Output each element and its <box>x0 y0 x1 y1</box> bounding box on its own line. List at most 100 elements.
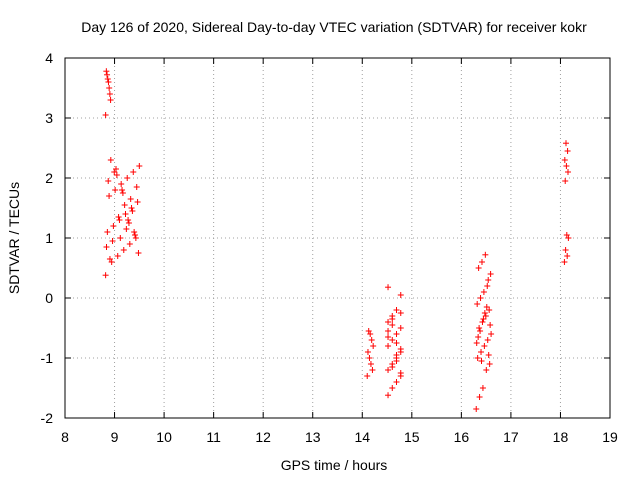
data-point <box>119 190 126 196</box>
data-point <box>397 292 404 298</box>
data-point <box>385 328 392 334</box>
data-point <box>564 169 571 175</box>
axis-ticks <box>64 57 611 419</box>
x-tick-label: 10 <box>156 429 172 445</box>
data-point <box>474 355 481 361</box>
data-point <box>125 220 132 226</box>
data-point <box>477 328 484 334</box>
data-point <box>115 214 122 220</box>
x-tick-label: 19 <box>602 429 618 445</box>
data-point <box>117 235 124 241</box>
x-tick-label: 15 <box>404 429 420 445</box>
data-point <box>385 367 392 373</box>
data-point <box>107 157 114 163</box>
data-point <box>102 112 109 118</box>
data-point <box>105 178 112 184</box>
y-tick-label: -1 <box>41 350 54 366</box>
data-point <box>370 343 377 349</box>
data-point <box>393 379 400 385</box>
data-point <box>103 244 110 250</box>
x-tick-label: 9 <box>111 429 119 445</box>
data-point <box>481 310 488 316</box>
data-point <box>479 385 486 391</box>
data-point <box>103 68 110 75</box>
data-point <box>385 334 392 340</box>
data-point <box>473 406 480 412</box>
data-point <box>113 172 120 178</box>
data-point <box>385 284 392 291</box>
data-point <box>112 166 119 172</box>
data-point <box>132 235 139 241</box>
x-tick-label: 16 <box>454 429 470 445</box>
data-point <box>389 337 396 343</box>
data-point <box>476 394 483 400</box>
data-point <box>129 208 136 214</box>
data-point <box>109 238 116 244</box>
data-point <box>479 319 486 325</box>
data-point <box>393 352 400 358</box>
data-point <box>120 247 127 253</box>
x-tick-labels: 8 9 10 11 12 13 14 15 16 17 18 19 <box>61 429 618 445</box>
data-point <box>478 349 485 355</box>
data-point <box>124 175 131 181</box>
data-point <box>364 349 371 355</box>
x-tick-label: 8 <box>61 429 69 445</box>
data-point <box>397 325 404 331</box>
data-point <box>389 322 396 328</box>
data-point <box>564 148 571 154</box>
data-point <box>105 79 112 85</box>
x-tick-label: 17 <box>503 429 519 445</box>
data-point <box>474 301 481 307</box>
y-axis-label: SDTVAR / TECUs <box>6 182 22 294</box>
data-point <box>475 334 482 340</box>
data-point <box>563 140 570 147</box>
data-point <box>481 343 488 349</box>
data-point <box>131 229 138 235</box>
data-point <box>367 331 374 337</box>
x-tick-label: 13 <box>305 429 321 445</box>
y-tick-label: -2 <box>41 410 54 426</box>
data-point <box>484 283 491 289</box>
data-point <box>389 385 396 391</box>
data-point <box>487 271 494 277</box>
data-point <box>106 193 113 199</box>
data-point <box>487 322 494 328</box>
data-point <box>565 235 572 241</box>
data-point <box>127 196 134 202</box>
data-point <box>393 331 400 337</box>
data-point <box>480 316 487 322</box>
data-point <box>563 232 570 238</box>
data-point <box>562 247 569 253</box>
data-point <box>136 163 143 169</box>
data-point <box>385 392 392 399</box>
data-point <box>385 343 392 349</box>
data-point <box>119 187 126 193</box>
data-point <box>110 223 117 229</box>
data-point <box>475 265 482 271</box>
data-point <box>106 256 113 262</box>
data-point <box>478 358 485 364</box>
data-point <box>106 85 113 91</box>
data-point <box>393 340 400 346</box>
data-point <box>131 232 138 238</box>
data-point <box>104 229 111 235</box>
data-point <box>485 352 492 358</box>
data-point <box>368 337 375 343</box>
data-point <box>393 307 400 313</box>
data-point <box>488 331 495 337</box>
data-point <box>135 250 142 256</box>
data-point <box>369 367 376 373</box>
chart-title: Day 126 of 2020, Sidereal Day-to-day VTE… <box>81 19 587 35</box>
data-point <box>562 178 569 184</box>
data-point <box>134 199 141 205</box>
data-point <box>102 272 109 279</box>
data-point <box>397 346 404 352</box>
data-point <box>483 304 490 310</box>
data-point <box>561 259 568 265</box>
y-tick-label: 3 <box>45 110 53 126</box>
x-tick-label: 11 <box>206 429 221 445</box>
data-point <box>366 355 373 361</box>
data-point <box>485 277 492 283</box>
data-point <box>397 370 404 376</box>
